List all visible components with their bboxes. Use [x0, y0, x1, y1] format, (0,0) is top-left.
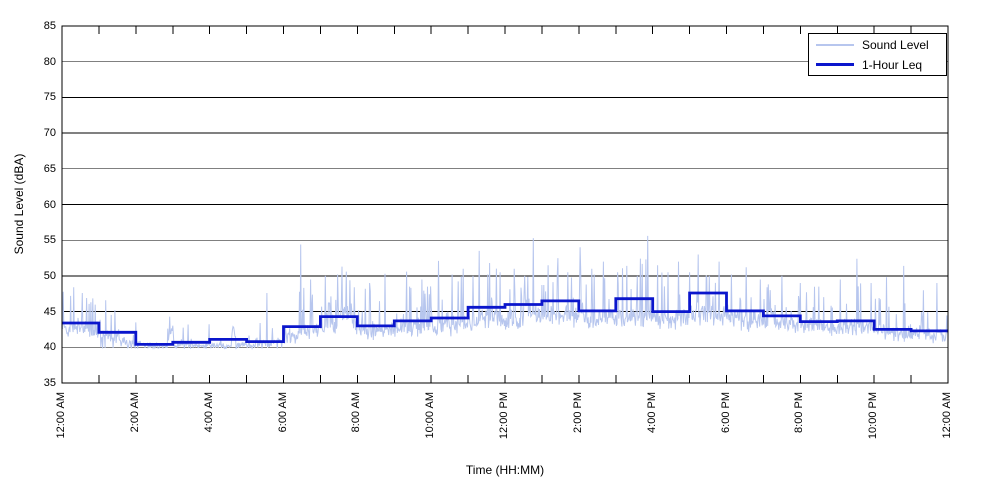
y-tick-label: 85	[43, 20, 56, 32]
legend-item-label: Sound Level	[862, 37, 929, 52]
legend-line-sample-sound-level	[816, 43, 854, 46]
legend-item-leq: 1-Hour Leq	[809, 55, 946, 75]
legend: Sound Level 1-Hour Leq	[808, 33, 947, 76]
y-tick-label: 40	[43, 341, 56, 353]
y-tick-label: 75	[43, 91, 56, 103]
legend-line-sample-leq	[816, 63, 854, 66]
y-tick-label: 50	[43, 270, 56, 282]
y-tick-label: 55	[43, 234, 56, 246]
sound-level-trace	[61, 235, 948, 351]
y-axis-title: Sound Level (dBA)	[12, 153, 26, 255]
y-tick-label: 80	[43, 56, 56, 68]
leq-step-line	[62, 291, 948, 346]
y-tick-label: 70	[43, 127, 56, 139]
y-tick-label: 60	[43, 199, 56, 211]
y-tick-label: 35	[43, 377, 56, 389]
legend-item-label: 1-Hour Leq	[862, 57, 923, 72]
y-tick-label: 45	[43, 306, 56, 318]
x-axis-title: Time (HH:MM)	[465, 463, 545, 477]
legend-item-sound-level: Sound Level	[809, 35, 946, 55]
y-tick-label: 65	[43, 163, 56, 175]
